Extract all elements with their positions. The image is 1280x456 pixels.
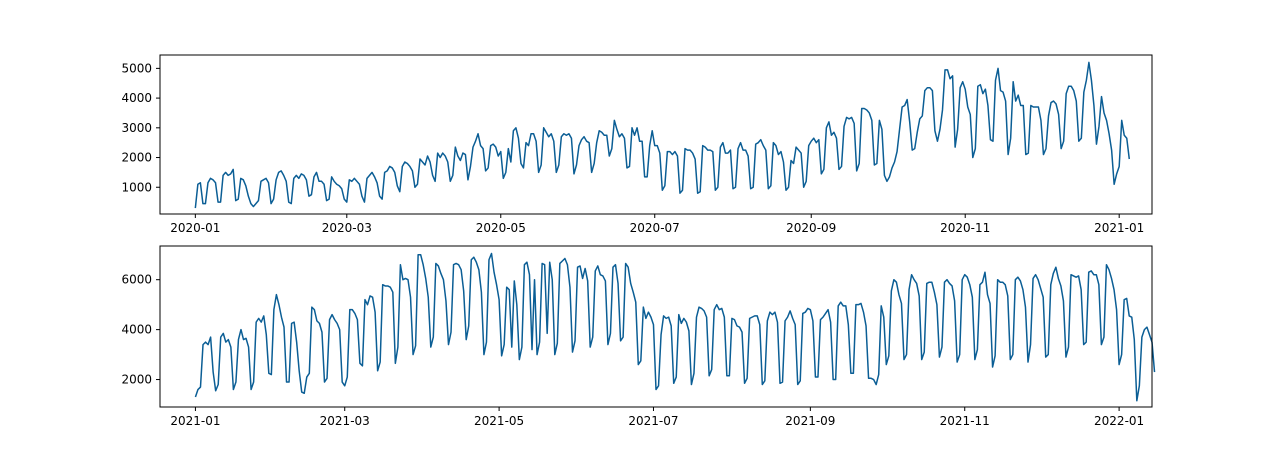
x-tick-label: 2021-03 bbox=[320, 414, 370, 428]
y-tick-label: 6000 bbox=[121, 273, 152, 287]
y-tick-label: 4000 bbox=[121, 91, 152, 105]
y-tick-label: 5000 bbox=[121, 61, 152, 75]
series-line-1-0 bbox=[194, 252, 1156, 402]
x-tick-label: 2021-01 bbox=[170, 414, 220, 428]
x-tick-label: 2020-09 bbox=[786, 221, 836, 235]
x-tick-label: 2021-09 bbox=[785, 414, 835, 428]
x-tick-label: 2020-03 bbox=[322, 221, 372, 235]
x-tick-label: 2021-07 bbox=[628, 414, 678, 428]
x-tick-label: 2021-11 bbox=[940, 414, 990, 428]
axes-frame bbox=[159, 245, 1153, 408]
axes-frame bbox=[159, 54, 1153, 215]
y-tick-label: 2000 bbox=[121, 151, 152, 165]
x-tick-label: 2020-11 bbox=[940, 221, 990, 235]
subplot-2020: 2020-01 2020-03 2020-05 2020-07 2020-09 2020-… bbox=[121, 54, 1153, 235]
x-tick-label: 2020-01 bbox=[170, 221, 220, 235]
series-line-0-0 bbox=[194, 61, 1131, 209]
x-tick-label: 2022-01 bbox=[1094, 414, 1144, 428]
x-tick-label: 2021-05 bbox=[474, 414, 524, 428]
y-tick-label: 3000 bbox=[121, 121, 152, 135]
x-tick-label: 2020-05 bbox=[476, 221, 526, 235]
y-tick-label: 1000 bbox=[121, 180, 152, 194]
subplot-2021: 2021-01 2021-03 2021-05 2021-07 2021-09 2021-… bbox=[121, 245, 1156, 428]
y-tick-label: 2000 bbox=[121, 373, 152, 387]
y-tick-label: 4000 bbox=[121, 323, 152, 337]
x-tick-label: 2021-01 bbox=[1094, 221, 1144, 235]
x-tick-label: 2020-07 bbox=[630, 221, 680, 235]
